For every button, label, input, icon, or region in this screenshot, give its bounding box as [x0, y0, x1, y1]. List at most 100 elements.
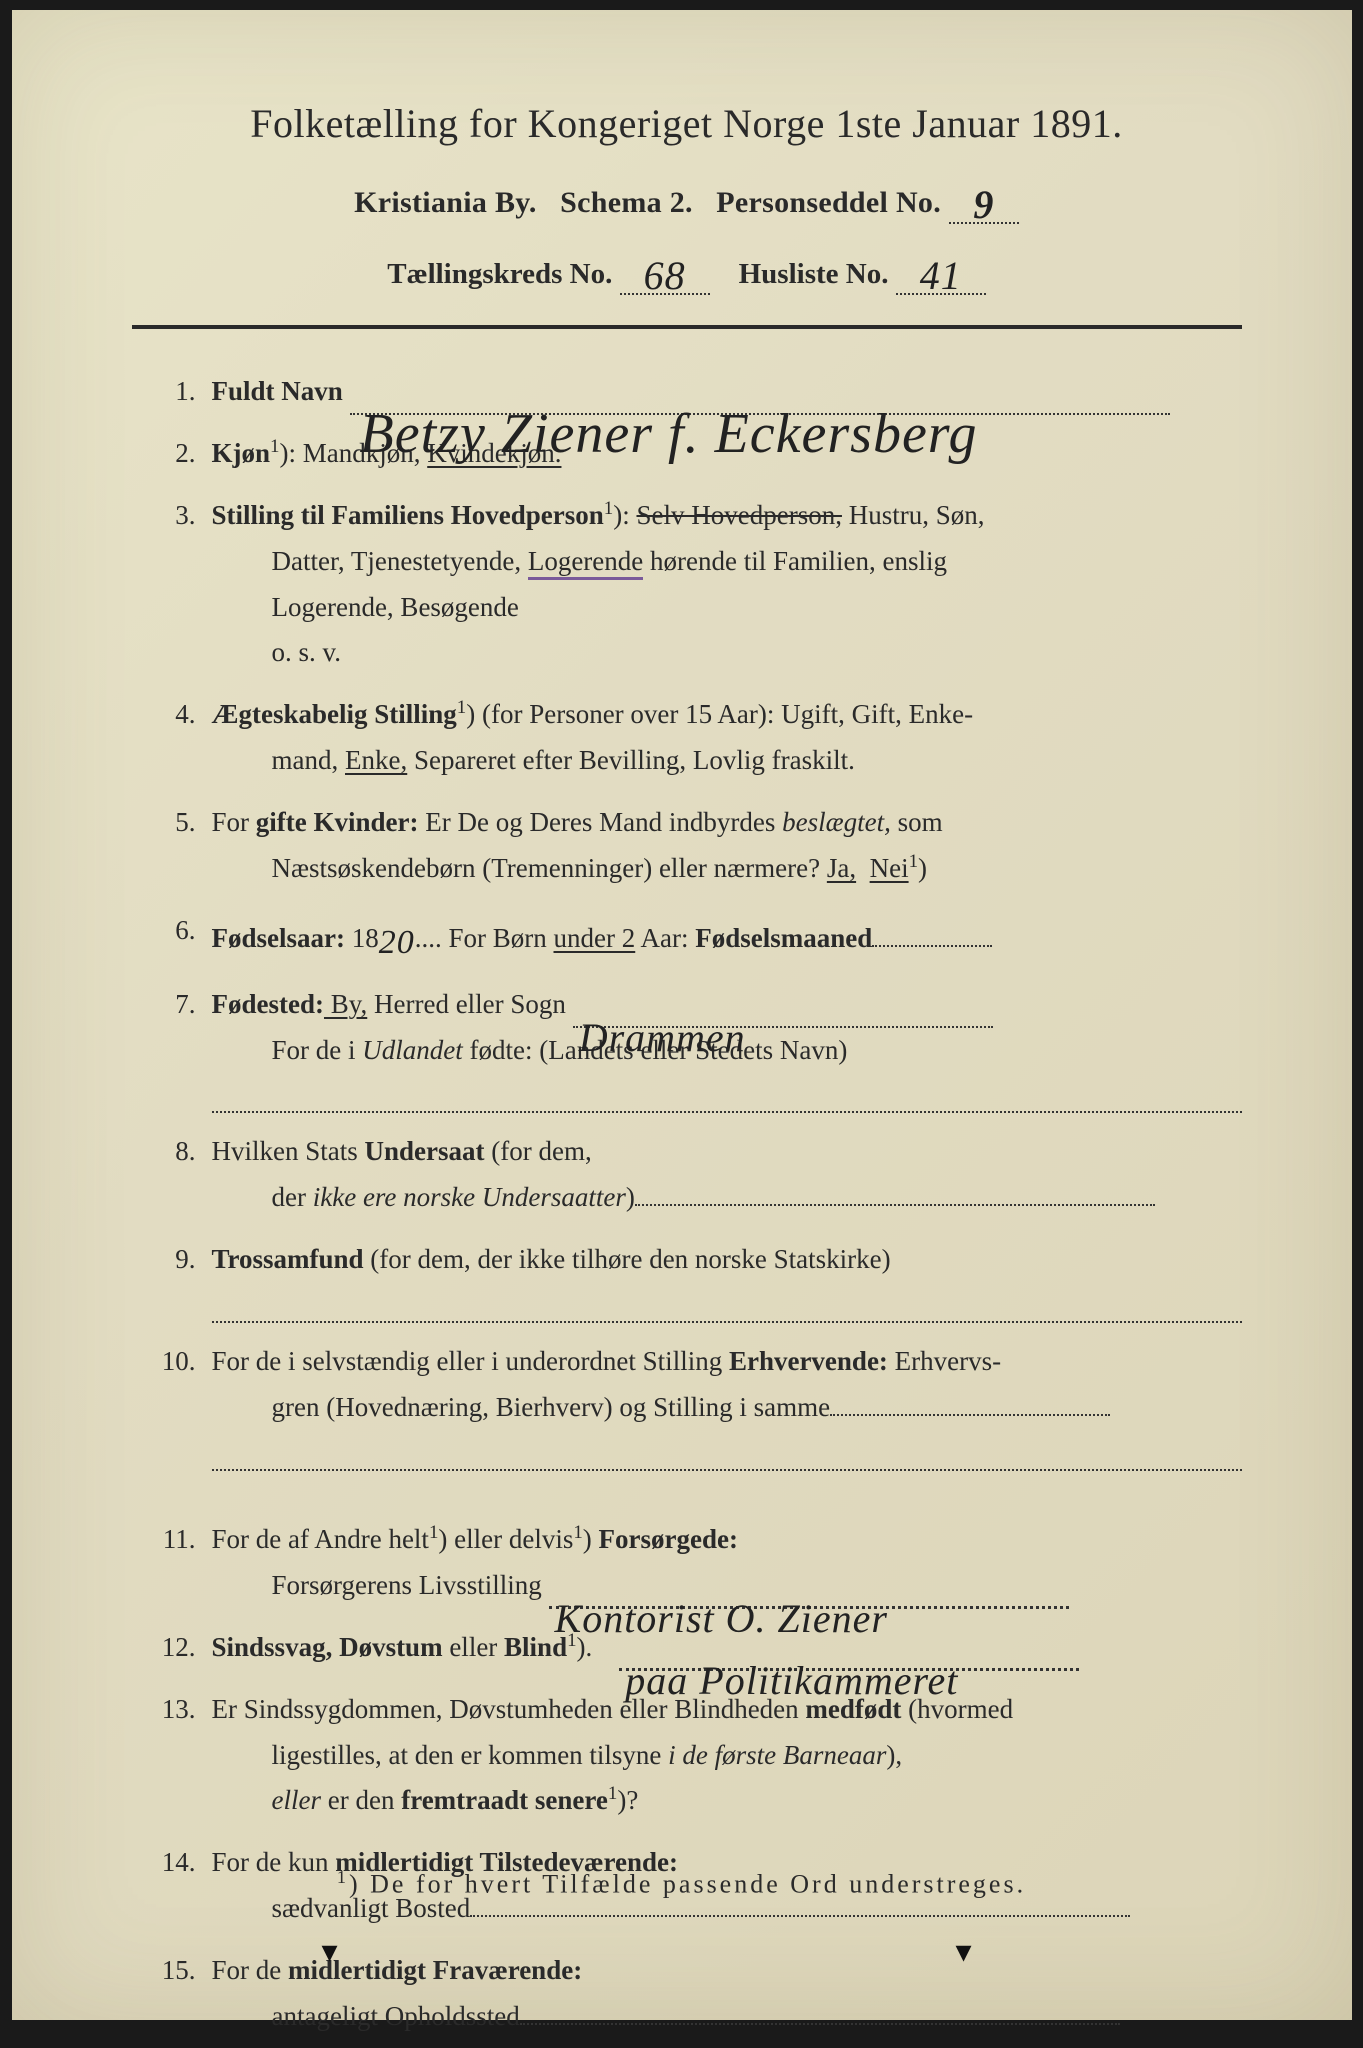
personseddel-no-field: 9 — [949, 175, 1019, 224]
item-3: 3. Stilling til Familiens Hovedperson1):… — [152, 493, 1242, 677]
item-6-num: 6. — [152, 908, 212, 966]
q15-field — [520, 2023, 1120, 2025]
q11-label: Forsørgede: — [599, 1524, 738, 1554]
q13-line2: ligestilles, at den er kommen tilsyne i … — [212, 1733, 1242, 1779]
footnote-text: ) De for hvert Tilfælde passende Ord und… — [349, 1870, 1026, 1899]
item-1-num: 1. — [152, 369, 212, 415]
q10-textb: Erhvervs- — [888, 1346, 1001, 1376]
q1-value: Betzy Ziener f. Eckersberg — [360, 387, 978, 421]
q6-label2: Fødselsmaaned — [695, 923, 872, 953]
q6-prefix: 18 — [345, 923, 379, 953]
spacer-1011 — [152, 1487, 1242, 1517]
q10-dotline — [212, 1445, 1242, 1471]
item-9-num: 9. — [152, 1237, 212, 1323]
q4-enke: Enke, — [345, 745, 407, 775]
q8-line2a: der — [272, 1182, 313, 1212]
q6-under2: under 2 — [554, 923, 636, 953]
q3-label: Stilling til Familiens Hovedperson — [212, 500, 604, 530]
item-5: 5. For gifte Kvinder: Er De og Deres Man… — [152, 800, 1242, 892]
item-15-num: 15. — [152, 1948, 212, 2040]
item-4-num: 4. — [152, 692, 212, 784]
q11-textc: ) — [583, 1524, 599, 1554]
q5-ja: Ja, — [827, 853, 856, 883]
item-8-body: Hvilken Stats Undersaat (for dem, der ik… — [212, 1129, 1242, 1221]
item-13: 13. Er Sindssygdommen, Døvstumheden elle… — [152, 1687, 1242, 1825]
q11-sup1: 1 — [429, 1522, 438, 1543]
item-5-num: 5. — [152, 800, 212, 892]
tick-mark-right: ▾ — [955, 1932, 971, 1970]
q8-line2: der ikke ere norske Undersaatter) — [212, 1175, 1242, 1221]
q5-line2t: Næstsøskendebørn (Tremenninger) eller næ… — [272, 853, 827, 883]
item-8-num: 8. — [152, 1129, 212, 1221]
q12-label: Sindssvag, Døvstum — [212, 1632, 443, 1662]
q5-textb: Er De og Deres Mand indbyrdes — [418, 807, 782, 837]
item-11-body: For de af Andre helt1) eller delvis1) Fo… — [212, 1517, 1242, 1609]
item-2-num: 2. — [152, 431, 212, 477]
census-form-page: Folketælling for Kongeriget Norge 1ste J… — [12, 10, 1352, 2020]
q1-field: Betzy Ziener f. Eckersberg — [350, 381, 1170, 415]
item-12-num: 12. — [152, 1625, 212, 1671]
q6-textb: Aar: — [635, 923, 695, 953]
q10-field-a — [830, 1414, 1110, 1416]
q11-sup2: 1 — [573, 1522, 582, 1543]
q7-line2a: For de i — [272, 1035, 363, 1065]
q6-year: 20 — [379, 924, 415, 961]
q13-sup: 1 — [608, 1783, 617, 1804]
husliste-no-field: 41 — [896, 246, 986, 295]
q6-month-field — [872, 945, 992, 947]
item-11: 11. For de af Andre helt1) eller delvis1… — [152, 1517, 1242, 1609]
q5-texta: For — [212, 807, 256, 837]
q8-label: Undersaat — [365, 1136, 485, 1166]
q5-nei: Nei — [870, 853, 909, 883]
q9-texta: (for dem, der ikke tilhøre den norske St… — [364, 1244, 891, 1274]
q12-value: paa Politikammeret — [625, 1647, 958, 1674]
q13-em1: i de første Barneaar — [668, 1740, 886, 1770]
q6-label: Fødselsaar: — [212, 923, 345, 953]
schema-label: Schema 2. — [560, 186, 693, 219]
form-items: 1. Fuldt Navn Betzy Ziener f. Eckersberg… — [132, 369, 1242, 2040]
q10-texta: For de i selvstændig eller i underordnet… — [212, 1346, 729, 1376]
item-8: 8. Hvilken Stats Undersaat (for dem, der… — [152, 1129, 1242, 1221]
q5-textd: ) — [918, 853, 927, 883]
item-3-body: Stilling til Familiens Hovedperson1): Se… — [212, 493, 1242, 677]
q6-dots: .... For Børn — [415, 923, 554, 953]
taellingskreds-no-value: 68 — [644, 253, 686, 298]
q4-sup: 1 — [457, 697, 466, 718]
q10-line2: gren (Hovednæring, Bierhverv) og Stillin… — [212, 1385, 1242, 1431]
q7-label: Fødested: — [212, 989, 324, 1019]
divider — [132, 325, 1242, 329]
q3-line4: o. s. v. — [212, 630, 1242, 676]
q11-value: Kontorist O. Ziener — [555, 1585, 888, 1612]
q5-line2: Næstsøskendebørn (Tremenninger) eller næ… — [212, 846, 1242, 892]
q3-logerende: Logerende — [528, 546, 643, 580]
q8-em1: ikke ere norske Undersaatter — [313, 1182, 626, 1212]
q8-textb: (for dem, — [485, 1136, 592, 1166]
husliste-label: Husliste No. — [739, 258, 889, 290]
city-label: Kristiania By. — [354, 186, 537, 219]
q3-texta: ): — [613, 500, 636, 530]
q11-line2: Forsørgerens Livsstilling Kontorist O. Z… — [212, 1563, 1242, 1609]
q7-by: By, — [324, 989, 367, 1019]
q13-line3a: eller — [272, 1785, 321, 1815]
footnote: 1) De for hvert Tilfælde passende Ord un… — [12, 1867, 1352, 1900]
q5-em1: beslægtet, — [782, 807, 891, 837]
q5-sup: 1 — [909, 851, 918, 872]
third-line: Tællingskreds No. 68 Husliste No. 41 — [132, 246, 1242, 295]
item-11-num: 11. — [152, 1517, 212, 1609]
item-6: 6. Fødselsaar: 1820.... For Børn under 2… — [152, 908, 1242, 966]
q7-texta: Herred eller Sogn — [367, 989, 566, 1019]
q15-texta: For de — [212, 1955, 289, 1985]
item-9: 9. Trossamfund (for dem, der ikke tilhør… — [152, 1237, 1242, 1323]
q8-line2b: ) — [626, 1182, 635, 1212]
q9-dotline — [212, 1297, 1242, 1323]
q13-label2: fremtraadt senere — [401, 1785, 608, 1815]
item-3-num: 3. — [152, 493, 212, 677]
item-7: 7. Fødested: By, Herred eller Sogn Dramm… — [152, 982, 1242, 1114]
q3-textb: Hustru, Søn, — [842, 500, 985, 530]
item-1: 1. Fuldt Navn Betzy Ziener f. Eckersberg — [152, 369, 1242, 415]
q11-textb: ) eller delvis — [438, 1524, 573, 1554]
q7-em1: Udlandet — [362, 1035, 463, 1065]
item-15: 15. For de midlertidigt Fraværende: anta… — [152, 1948, 1242, 2040]
item-7-num: 7. — [152, 982, 212, 1114]
q3-sup: 1 — [604, 498, 613, 519]
